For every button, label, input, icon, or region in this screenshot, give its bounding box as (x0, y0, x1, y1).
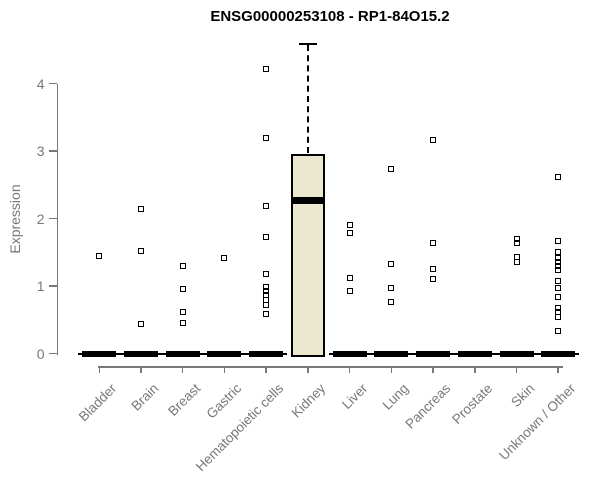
outlier-point (555, 174, 562, 181)
outlier-point (513, 240, 520, 247)
x-tick (140, 366, 142, 373)
outlier-point (555, 277, 562, 284)
collapsed-box-median-bar (165, 350, 200, 357)
outlier-point (555, 294, 562, 301)
outlier-point (179, 309, 186, 316)
y-tick (48, 352, 57, 355)
outlier-point (263, 234, 270, 241)
outlier-point (555, 237, 562, 244)
outlier-point (263, 66, 270, 73)
x-tick (474, 366, 476, 373)
whisker-line (306, 44, 309, 154)
x-axis-line (98, 366, 564, 368)
box (290, 154, 325, 357)
x-tick (265, 366, 267, 373)
outlier-point (555, 305, 562, 312)
outlier-point (555, 285, 562, 292)
y-tick (48, 217, 57, 220)
outlier-point (430, 239, 437, 246)
y-tick-label: 2 (36, 210, 45, 227)
outlier-point (430, 136, 437, 143)
outlier-point (513, 259, 520, 266)
y-tick-label: 4 (36, 75, 45, 92)
y-tick-label: 0 (36, 345, 45, 362)
outlier-point (555, 258, 562, 265)
y-tick-label: 1 (36, 278, 45, 294)
collapsed-box-median-bar (416, 350, 451, 357)
outlier-point (555, 314, 562, 321)
x-tick (181, 366, 184, 373)
outlier-point (430, 275, 437, 282)
x-tick (432, 366, 434, 373)
x-tick (223, 366, 226, 373)
outlier-point (555, 248, 562, 255)
outlier-point (263, 301, 270, 308)
outlier-point (555, 262, 562, 269)
outlier-point (388, 166, 395, 173)
outlier-point (346, 288, 353, 295)
x-tick (98, 366, 101, 373)
collapsed-box-median-bar (374, 350, 409, 357)
x-tick (515, 366, 518, 373)
outlier-point (263, 288, 270, 295)
x-tick (348, 366, 351, 373)
outlier-point (179, 285, 186, 292)
collapsed-box-median-bar (541, 350, 576, 357)
outlier-point (263, 310, 270, 317)
collapsed-box-median-bar (207, 350, 242, 357)
outlier-point (179, 263, 186, 270)
outlier-point (346, 222, 353, 229)
outlier-point (263, 270, 270, 277)
outlier-point (179, 320, 186, 327)
outlier-point (388, 260, 395, 267)
whisker-cap (298, 42, 317, 45)
y-tick (48, 82, 57, 85)
y-tick-label: 3 (36, 143, 45, 159)
collapsed-box-median-bar (499, 350, 534, 357)
outlier-point (388, 299, 395, 306)
collapsed-box-median-bar (332, 350, 367, 357)
collapsed-box-median-bar (124, 350, 159, 357)
outlier-point (263, 134, 270, 141)
chart-title: ENSG00000253108 - RP1-84O15.2 (210, 8, 450, 25)
outlier-point (346, 274, 353, 281)
y-tick (48, 285, 57, 287)
collapsed-box-median-bar (457, 350, 492, 357)
outlier-point (555, 328, 562, 335)
x-tick (557, 366, 559, 373)
x-tick (390, 366, 393, 373)
median-line (291, 196, 324, 204)
collapsed-box-median-bar (82, 350, 117, 357)
outlier-point (555, 266, 562, 273)
y-tick (48, 150, 57, 152)
outlier-point (138, 206, 145, 213)
outlier-point (388, 285, 395, 292)
x-tick (307, 366, 309, 373)
outlier-point (221, 255, 228, 262)
outlier-point (138, 247, 145, 254)
outlier-point (346, 230, 353, 237)
outlier-point (430, 266, 437, 273)
outlier-point (555, 254, 562, 261)
collapsed-box-median-bar (249, 350, 284, 357)
outlier-point (138, 320, 145, 327)
outlier-point (96, 252, 103, 259)
y-axis-line (56, 83, 58, 355)
outlier-point (263, 284, 270, 291)
outlier-point (263, 202, 270, 209)
